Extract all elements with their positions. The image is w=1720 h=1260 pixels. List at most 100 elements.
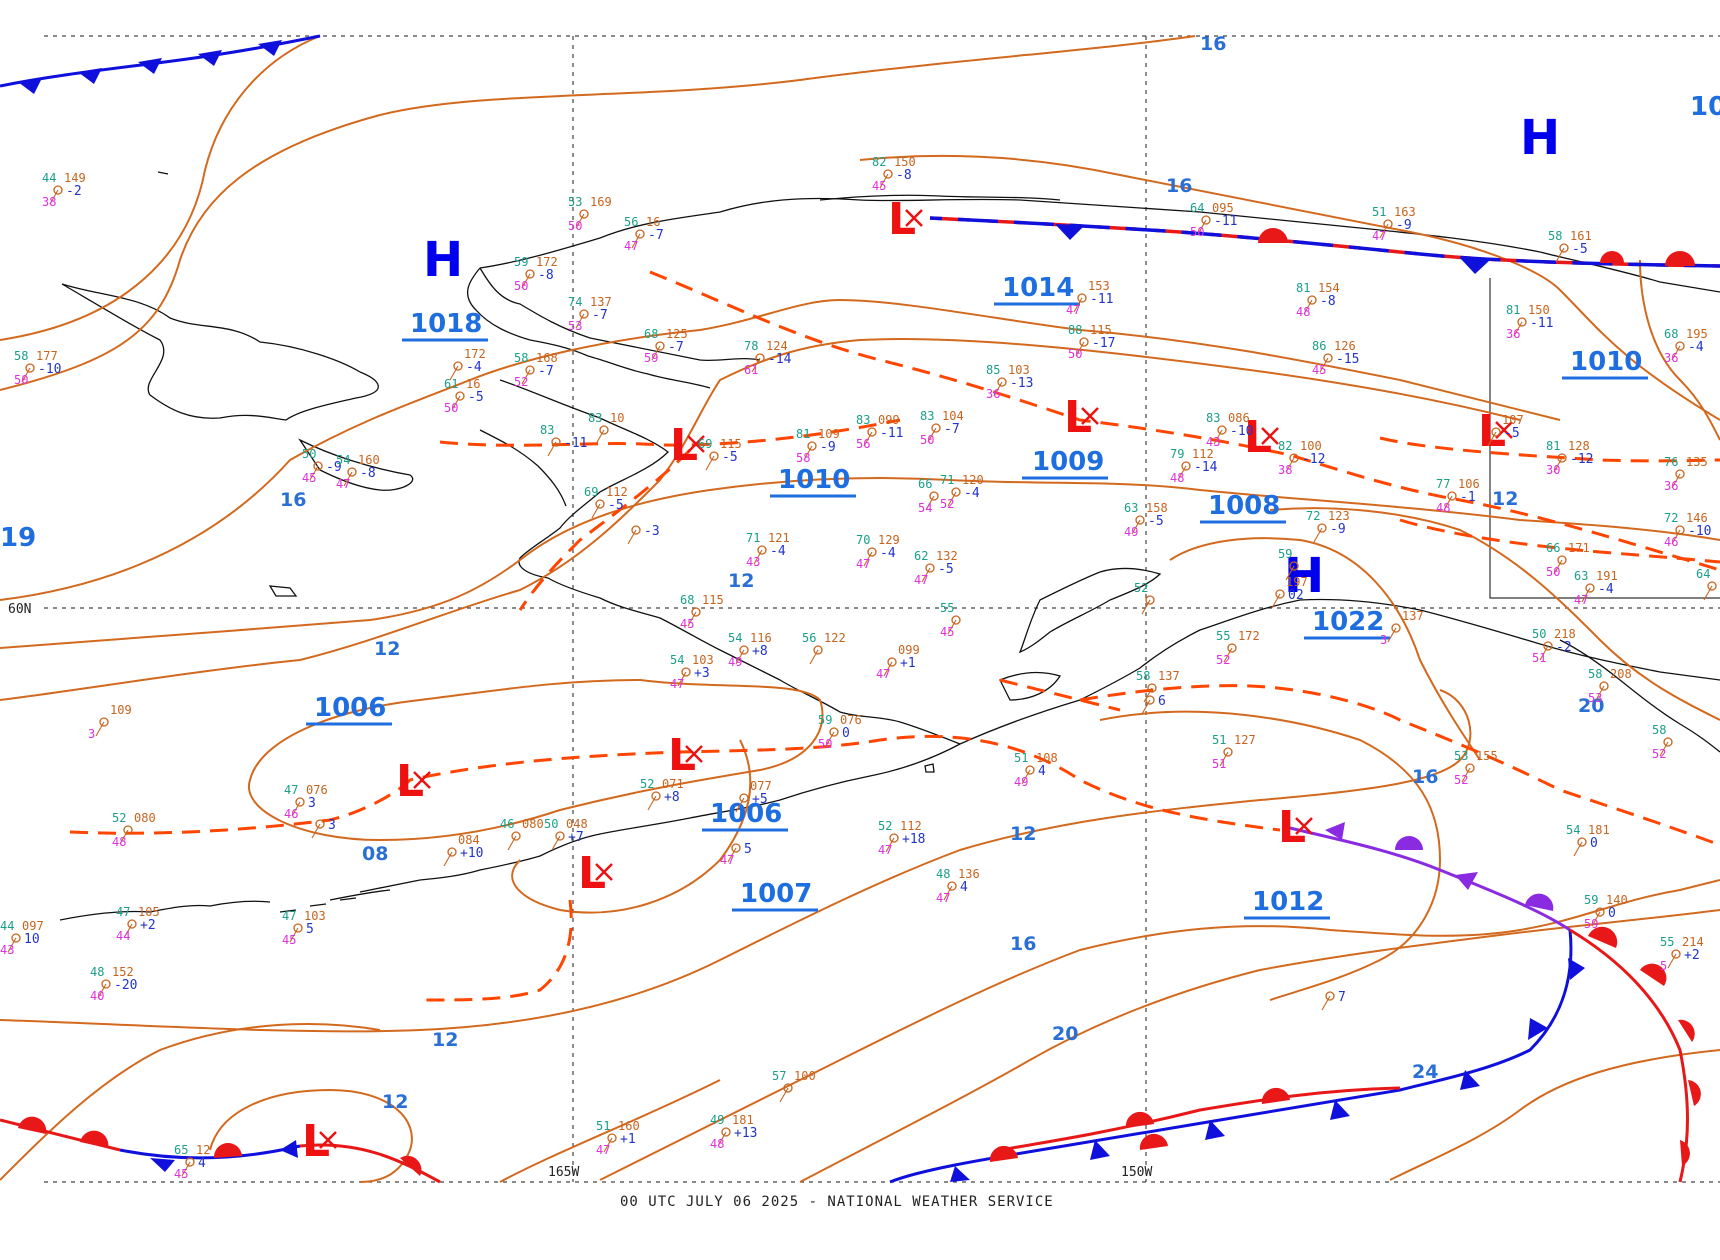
svg-text:44: 44 [0,919,14,933]
svg-text:45: 45 [1312,363,1326,377]
pressure-value: 1007 [740,879,812,909]
svg-text:45: 45 [940,625,954,639]
svg-text:55: 55 [940,601,954,615]
station-plot: 50 048+7 [544,817,588,851]
svg-text:4: 4 [960,880,968,895]
svg-text:122: 122 [824,631,846,645]
svg-text:47: 47 [1574,593,1588,607]
station-plot: 58 208 53 [1588,667,1632,705]
svg-text:-3: -3 [644,524,660,539]
station-plot: 64 [1696,567,1717,601]
svg-text:82: 82 [1278,439,1292,453]
station-plot: 137 3 [1380,609,1424,647]
svg-text:47: 47 [624,239,638,253]
svg-text:5: 5 [1660,959,1667,973]
svg-text:-10: -10 [1688,524,1711,539]
alaska-mainland [479,197,1720,745]
station-plot: 51 127 51 [1212,733,1256,771]
svg-text:47: 47 [670,677,684,691]
isobar-label: 16 [1010,933,1036,955]
isobars [0,35,1720,1183]
svg-text:100: 100 [794,1069,816,1083]
yukon-delta [479,429,567,507]
svg-text:-5: -5 [1504,426,1520,441]
svg-text:-8: -8 [360,466,376,481]
svg-text:52: 52 [1652,747,1666,761]
station-plot: 077+5 [735,779,772,813]
svg-text:106: 106 [1458,477,1480,491]
svg-text:-11: -11 [564,436,587,451]
occluded-front [1289,822,1571,932]
svg-text:10: 10 [24,932,40,947]
svg-text:47: 47 [1372,229,1386,243]
svg-text:50: 50 [514,279,528,293]
svg-text:136: 136 [958,867,980,881]
station-plot: 65 12 45 4 [174,1143,210,1181]
svg-text:103: 103 [1008,363,1030,377]
footer-caption: 00 UTC JULY 06 2025 - NATIONAL WEATHER S… [620,1194,1054,1210]
svg-text:30: 30 [1546,463,1560,477]
svg-text:52: 52 [940,497,954,511]
station-plot: 153 47 -11 [1066,279,1113,317]
svg-text:-8: -8 [1320,294,1336,309]
svg-text:52: 52 [878,819,892,833]
svg-text:214: 214 [1682,935,1704,949]
station-plot: 59 [1278,547,1299,581]
svg-text:38: 38 [1278,463,1292,477]
station-plot: 58 168 52 -7 [514,351,558,389]
pressure-value: 1014 [1002,273,1074,303]
station-plot: 58 52 [1652,723,1673,761]
station-plot: 58 177 50 -10 [14,349,61,387]
svg-text:54: 54 [728,631,742,645]
svg-text:3: 3 [88,727,95,741]
svg-text:160: 160 [618,1119,640,1133]
low-center: L [396,756,431,807]
isobar-label: 16 [1412,766,1438,788]
svg-text:-13: -13 [1010,376,1033,391]
svg-text:68: 68 [1664,327,1678,341]
svg-text:154: 154 [1318,281,1340,295]
svg-text:4: 4 [198,1156,206,1171]
svg-text:66: 66 [918,477,932,491]
svg-text:-7: -7 [944,422,960,437]
svg-text:095: 095 [1212,201,1234,215]
svg-text:44: 44 [116,929,130,943]
svg-text:47: 47 [284,783,298,797]
svg-text:129: 129 [878,533,900,547]
station-plot: 51 163 47 -9 [1372,205,1416,243]
svg-text:43: 43 [0,943,14,957]
svg-text:61: 61 [444,377,458,391]
svg-text:158: 158 [1146,501,1168,515]
station-plot: 50 45 -9 [302,447,342,485]
svg-text:103: 103 [304,909,326,923]
station-plot: 53 169 50 [568,195,612,233]
svg-text:-5: -5 [938,562,954,577]
svg-text:137: 137 [1158,669,1180,683]
svg-text:086: 086 [1228,411,1250,425]
svg-text:48: 48 [1436,501,1450,515]
station-plot: 50 218 51 -2 [1532,627,1576,665]
svg-text:115: 115 [1090,323,1112,337]
station-plot: 7 [1321,990,1346,1011]
svg-text:115: 115 [702,593,724,607]
svg-text:47: 47 [720,853,734,867]
svg-text:5: 5 [306,922,314,937]
svg-text:48: 48 [1296,305,1310,319]
station-plot: 47 103 45 5 [282,909,326,947]
station-plot: 52 071+8 [640,777,684,811]
low-center: L [668,730,703,781]
station-plot: 53 155 52 [1454,749,1498,787]
svg-text:50: 50 [1532,627,1546,641]
canada-border [1489,278,1720,599]
svg-text:153: 153 [1088,279,1110,293]
svg-text:137: 137 [1402,609,1424,623]
svg-text:-4: -4 [1598,582,1614,597]
station-plot: 66 54 [918,477,939,515]
svg-text:097: 097 [22,919,44,933]
pressure-value: 1012 [1252,887,1324,917]
station-plot: 47 105 44 +2 [116,905,160,943]
isobar-label: 24 [1412,1061,1438,1083]
station-plot: 79 112 48 -14 [1170,447,1218,485]
station-plot: 52 [1134,581,1155,615]
